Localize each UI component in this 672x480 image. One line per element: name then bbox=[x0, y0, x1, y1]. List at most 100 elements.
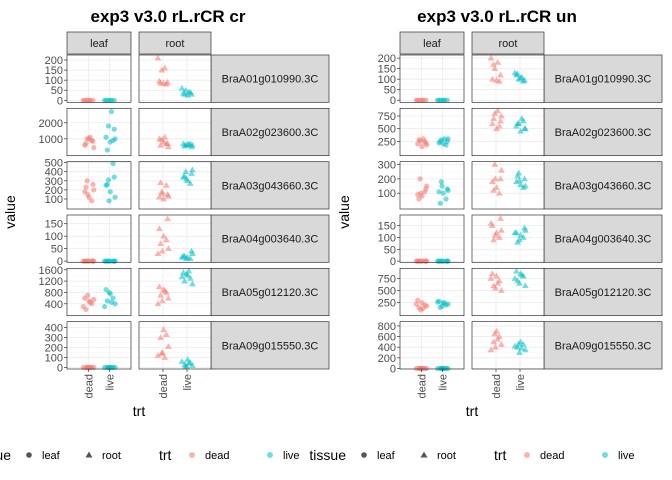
point-live bbox=[178, 253, 186, 260]
point-dead bbox=[162, 236, 170, 243]
panel-root-3 bbox=[138, 214, 212, 263]
panel-root-4 bbox=[471, 267, 545, 317]
point-dead bbox=[156, 225, 163, 232]
gene-label: BraA03g043660.3C bbox=[555, 180, 652, 192]
legend-root-key bbox=[85, 451, 93, 458]
strip-gene bbox=[543, 267, 663, 317]
gene-label: BraA09g015550.3C bbox=[222, 340, 319, 352]
panel-border bbox=[471, 267, 545, 317]
y-tick-label: 1000 bbox=[39, 134, 63, 146]
strip-leaf bbox=[399, 31, 465, 55]
point-live bbox=[440, 97, 446, 103]
y-tick-label: 50 bbox=[384, 244, 396, 256]
panel-leaf-2 bbox=[399, 161, 465, 210]
panel-leaf-5 bbox=[399, 321, 465, 372]
point-dead bbox=[417, 176, 423, 182]
point-live bbox=[181, 277, 188, 284]
legend-live-key bbox=[602, 452, 608, 458]
strip-gene bbox=[543, 54, 663, 103]
point-dead bbox=[159, 297, 166, 304]
point-live bbox=[517, 74, 524, 81]
panel-border bbox=[66, 107, 132, 157]
point-live bbox=[522, 182, 529, 189]
point-dead bbox=[415, 97, 421, 103]
point-live bbox=[515, 340, 523, 347]
point-live bbox=[516, 236, 523, 243]
legend-live-key bbox=[267, 452, 273, 458]
panel-border bbox=[471, 54, 545, 103]
legend-trt-label: live bbox=[283, 450, 300, 462]
point-live bbox=[516, 349, 523, 355]
y-tick-label: 200 bbox=[45, 185, 63, 197]
chart-1: exp3 v3.0 rL.rCR un leaf root BraA01g010990… bbox=[336, 7, 663, 419]
point-dead bbox=[424, 365, 430, 372]
x-tick-label: live bbox=[515, 374, 527, 391]
strip-gene bbox=[210, 321, 330, 370]
panel-border bbox=[471, 214, 545, 263]
gene-label: BraA01g010990.3C bbox=[222, 74, 319, 86]
panel-leaf-2 bbox=[66, 160, 132, 210]
point-dead bbox=[418, 258, 424, 264]
y-tick-label: 300 bbox=[378, 160, 396, 172]
point-dead bbox=[413, 258, 419, 264]
panel-bg bbox=[472, 161, 544, 209]
point-live bbox=[104, 147, 110, 153]
point-dead bbox=[493, 272, 500, 279]
panel-root-2 bbox=[471, 161, 545, 210]
point-dead bbox=[83, 184, 89, 190]
point-dead bbox=[494, 279, 502, 286]
panel-bg bbox=[139, 108, 211, 156]
point-dead bbox=[498, 166, 505, 173]
panel-bg bbox=[472, 55, 544, 103]
x-tick-label: dead bbox=[158, 374, 170, 398]
point-dead bbox=[497, 215, 504, 221]
point-dead bbox=[156, 135, 163, 142]
point-live bbox=[436, 189, 442, 195]
point-dead bbox=[164, 215, 171, 222]
panel-root-0 bbox=[471, 54, 545, 103]
point-dead bbox=[80, 258, 86, 264]
point-dead bbox=[491, 161, 499, 167]
y-tick-label: 300 bbox=[45, 176, 63, 188]
legend-leaf-key bbox=[361, 452, 367, 458]
point-dead bbox=[495, 122, 503, 129]
y-tick-label: 1200 bbox=[39, 276, 63, 288]
x-tick-label: live bbox=[105, 374, 117, 391]
point-live bbox=[514, 172, 521, 179]
point-live bbox=[438, 365, 445, 372]
panel-leaf-4 bbox=[66, 267, 132, 317]
point-dead bbox=[85, 258, 91, 264]
point-dead bbox=[490, 186, 497, 193]
point-dead bbox=[491, 65, 499, 72]
panel-border bbox=[138, 214, 212, 263]
legend-tissue-title: tissue bbox=[0, 447, 11, 463]
point-dead bbox=[84, 178, 90, 184]
point-dead bbox=[491, 330, 499, 337]
point-live bbox=[110, 160, 116, 167]
point-live bbox=[443, 142, 449, 148]
point-dead bbox=[420, 305, 426, 312]
strip-gene bbox=[210, 214, 330, 263]
panel-bg bbox=[139, 268, 211, 316]
strip-label-leaf: leaf bbox=[90, 38, 109, 50]
point-dead bbox=[162, 181, 170, 188]
y-tick-label: 0 bbox=[57, 363, 63, 375]
y-tick-label: 750 bbox=[378, 111, 396, 123]
point-dead bbox=[497, 71, 504, 78]
point-live bbox=[111, 97, 117, 103]
panel-leaf-5 bbox=[66, 321, 132, 371]
point-dead bbox=[89, 137, 95, 144]
y-tick-label: 500 bbox=[378, 286, 396, 298]
y-tick-label: 50 bbox=[51, 85, 63, 97]
gene-label: BraA04g003640.3C bbox=[222, 234, 319, 246]
point-live bbox=[435, 299, 441, 305]
point-live bbox=[437, 200, 443, 206]
gene-label: BraA02g023600.3C bbox=[555, 127, 652, 139]
y-tick-label: 150 bbox=[45, 65, 63, 77]
point-dead bbox=[85, 191, 91, 198]
point-dead bbox=[413, 301, 419, 307]
gene-label: BraA05g012120.3C bbox=[222, 287, 319, 299]
gene-label: BraA03g043660.3C bbox=[222, 180, 319, 192]
panel-leaf-0 bbox=[399, 54, 465, 103]
